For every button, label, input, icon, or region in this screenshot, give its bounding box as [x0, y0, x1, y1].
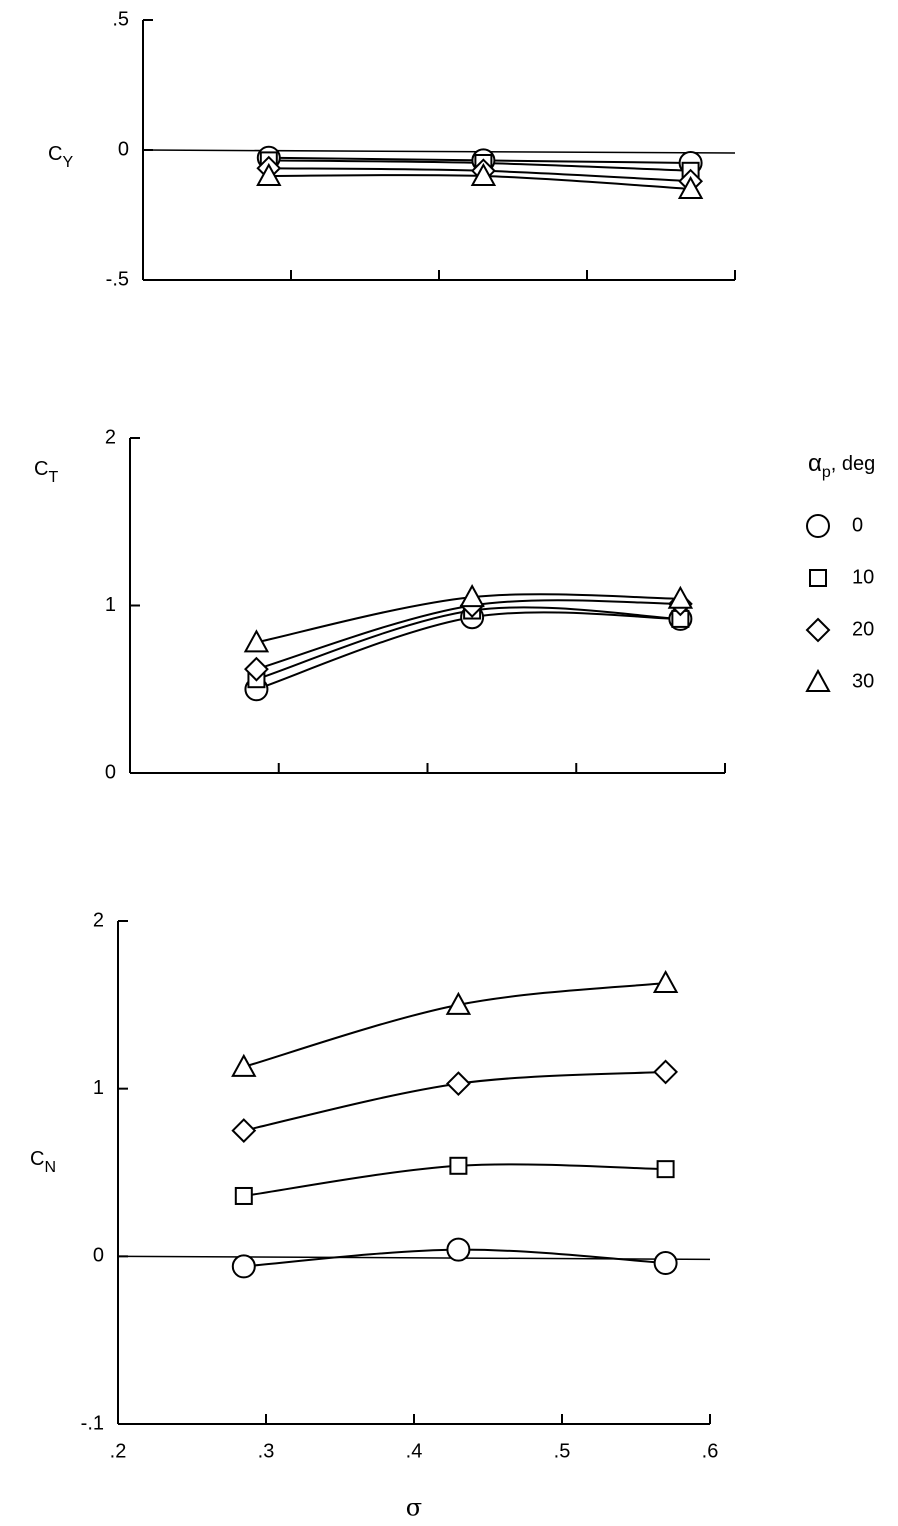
- legend-title: αp, deg: [808, 450, 875, 481]
- marker: [805, 668, 831, 692]
- marker: [470, 162, 497, 186]
- y-tick-label: 2: [93, 909, 104, 931]
- marker: [653, 1251, 678, 1276]
- marker: [231, 1118, 257, 1143]
- marker: [806, 514, 830, 538]
- y-axis-label-part: C: [34, 458, 48, 480]
- marker: [805, 617, 831, 643]
- marker: [231, 1053, 257, 1077]
- y-tick-label: 1: [93, 1077, 104, 1099]
- marker: [656, 1160, 675, 1179]
- legend-title-part: p: [822, 464, 831, 481]
- y-axis-label: CN: [30, 1148, 56, 1176]
- zero-line: [142, 149, 736, 154]
- y-tick-label: .5: [112, 8, 129, 30]
- y-axis-label-part: C: [48, 143, 62, 165]
- marker: [667, 585, 694, 609]
- marker: [445, 1071, 471, 1097]
- legend-label: 10: [852, 566, 874, 588]
- y-axis-label: CY: [48, 143, 73, 171]
- marker: [809, 569, 827, 587]
- x-tick-label: .2: [110, 1440, 127, 1462]
- x-tick-label: .4: [406, 1440, 423, 1462]
- y-axis-label-part: T: [48, 469, 58, 486]
- y-tick-label: -.1: [81, 1412, 104, 1434]
- marker: [449, 1156, 468, 1175]
- marker: [243, 629, 270, 653]
- y-tick-label: 0: [93, 1245, 104, 1267]
- marker: [231, 1254, 256, 1279]
- x-tick-label: .3: [258, 1440, 275, 1462]
- x-tick-label: .6: [702, 1440, 719, 1462]
- legend-label: 20: [852, 618, 874, 640]
- y-tick-label: 0: [118, 138, 129, 160]
- marker: [653, 1059, 679, 1085]
- legend-label: 30: [852, 670, 874, 692]
- marker: [234, 1186, 253, 1205]
- marker: [256, 162, 282, 186]
- x-axis-label: σ: [406, 1494, 422, 1522]
- y-axis-label-part: Y: [62, 154, 73, 171]
- legend-label: 0: [852, 514, 863, 536]
- y-tick-label: 1: [105, 594, 116, 616]
- y-tick-label: -.5: [106, 268, 129, 290]
- marker: [244, 656, 269, 682]
- y-tick-label: 2: [105, 426, 116, 448]
- marker: [459, 584, 485, 608]
- legend-title-part: , deg: [831, 453, 875, 475]
- x-tick-label: .5: [554, 1440, 571, 1462]
- y-axis-label: CT: [34, 458, 58, 486]
- marker: [652, 969, 679, 994]
- marker: [677, 175, 704, 199]
- marker: [446, 1237, 471, 1262]
- marker: [445, 991, 472, 1015]
- y-axis-label-part: C: [30, 1148, 44, 1170]
- y-axis-label-part: N: [44, 1159, 56, 1176]
- y-tick-label: 0: [105, 761, 116, 783]
- series-line: [243, 982, 666, 1068]
- legend-title-part: α: [808, 450, 822, 477]
